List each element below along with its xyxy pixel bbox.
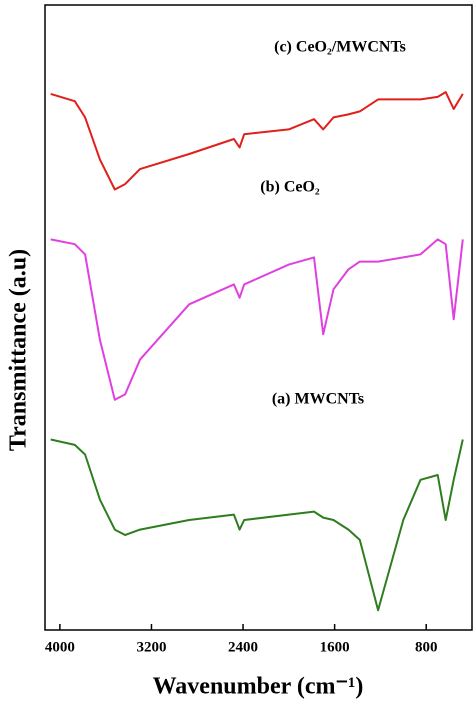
annotation: (c) CeO₂/MWCNTs	[274, 39, 406, 56]
x-tick-label: 4000	[45, 639, 75, 655]
x-tick-label: 1600	[320, 639, 350, 655]
x-tick-label: 800	[415, 639, 438, 655]
series-line	[50, 238, 464, 401]
x-tick-label: 2400	[228, 639, 258, 655]
annotation: (a) MWCNTs	[272, 391, 364, 408]
x-tick-label: 3200	[136, 639, 166, 655]
series-line	[50, 91, 464, 191]
x-axis-label: Wavenumber (cm⁻¹)	[153, 674, 364, 700]
y-axis-label: Transmittance (a.u)	[6, 249, 32, 451]
plot-frame	[44, 4, 473, 631]
series-line	[50, 438, 464, 612]
annotation: (b) CeO₂	[260, 179, 320, 196]
